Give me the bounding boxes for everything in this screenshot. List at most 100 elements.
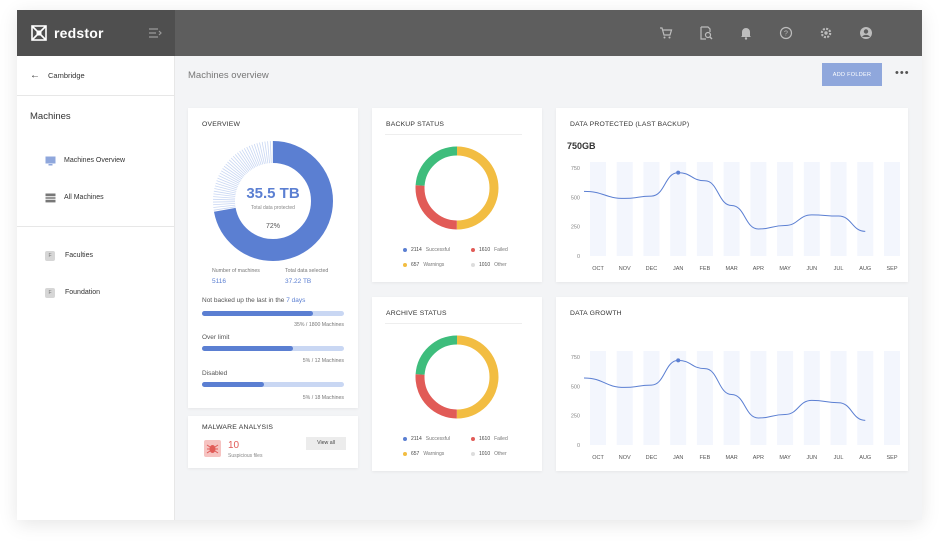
- x-tick-label: APR: [753, 266, 764, 272]
- chart-column-band: [616, 351, 633, 445]
- sidebar-item-label: Machines Overview: [64, 157, 126, 164]
- overview-remainder-tick: [241, 149, 254, 169]
- sidebar: ← Cambridge Machines Machines Overview A…: [17, 56, 175, 520]
- chart-column-band: [803, 351, 820, 445]
- overview-remainder-tick: [213, 198, 236, 201]
- not-backed-days[interactable]: 7 days: [286, 297, 306, 304]
- breadcrumb[interactable]: ← Cambridge: [17, 56, 174, 96]
- top-icons: ?: [656, 23, 876, 43]
- chart-series-line: [583, 172, 866, 232]
- overview-donut-arc: [213, 141, 333, 261]
- backup-donut: [415, 146, 499, 230]
- overview-title: OVERVIEW: [202, 121, 241, 128]
- x-tick-label: SEP: [886, 455, 897, 461]
- chart-column-band: [670, 351, 687, 445]
- donut-slice: [415, 146, 499, 230]
- cart-icon[interactable]: [656, 23, 676, 43]
- sidebar-item-foundation[interactable]: F Foundation: [17, 274, 174, 311]
- x-tick-label: MAR: [726, 455, 738, 461]
- overview-remainder-tick: [264, 141, 269, 164]
- bell-icon[interactable]: [736, 23, 756, 43]
- x-tick-label: AUG: [859, 266, 871, 272]
- search-document-icon[interactable]: [696, 23, 716, 43]
- y-tick-label: 0: [577, 254, 580, 260]
- x-tick-label: JAN: [673, 266, 683, 272]
- x-tick-label: AUG: [859, 455, 871, 461]
- sidebar-item-label: Foundation: [65, 289, 101, 296]
- sidebar-item-label: All Machines: [64, 194, 104, 201]
- overview-card: OVERVIEW 35.5 TB Total data protected 72…: [188, 108, 358, 408]
- disabled-caption: 5% / 18 Machines: [302, 395, 344, 401]
- chart-column-band: [857, 351, 874, 445]
- svg-text:?: ?: [784, 31, 788, 38]
- legend-warnings: 657 Warnings: [403, 262, 444, 268]
- disabled-label: Disabled: [202, 370, 228, 377]
- x-tick-label: SEP: [886, 266, 897, 272]
- legend-successful: 2114 Successful: [403, 436, 450, 442]
- overview-remainder-tick: [215, 182, 237, 191]
- donut-slice: [415, 146, 499, 230]
- x-tick-label: NOV: [619, 455, 631, 461]
- machines-count-value: 5116: [212, 278, 226, 285]
- gear-icon[interactable]: [816, 23, 836, 43]
- app-window: redstor ?: [17, 10, 922, 520]
- overview-donut: 35.5 TB Total data protected 72%: [213, 141, 333, 261]
- not-backed-bar: [202, 311, 344, 316]
- overview-remainder-tick: [267, 141, 270, 164]
- overview-remainder-tick: [213, 196, 236, 199]
- overview-remainder-tick: [256, 143, 264, 165]
- overview-remainder-tick: [234, 154, 250, 172]
- overview-remainder-tick: [213, 190, 236, 196]
- overview-remainder-tick: [213, 193, 236, 197]
- malware-count: 10: [228, 440, 240, 451]
- add-folder-button[interactable]: ADD FOLDER: [822, 63, 882, 86]
- chart-column-band: [590, 351, 606, 445]
- overview-total-caption: Total data protected: [251, 205, 295, 211]
- arrow-left-icon[interactable]: ←: [30, 70, 40, 81]
- overview-remainder-tick: [259, 142, 265, 165]
- y-tick-label: 500: [571, 195, 580, 201]
- data-protected-title: DATA PROTECTED (LAST BACKUP): [570, 121, 690, 128]
- chart-series-line: [583, 359, 866, 421]
- data-growth-chart: 0 250 500 750 OCT NOV DEC JAN FEB MAR APR MAY JUN JUL…: [571, 351, 900, 461]
- chart-column-band: [643, 162, 660, 256]
- overview-remainder-tick: [214, 188, 236, 194]
- more-options-icon[interactable]: •••: [895, 67, 910, 79]
- overview-remainder-tick: [261, 141, 267, 164]
- user-icon[interactable]: [856, 23, 876, 43]
- y-tick-label: 500: [571, 384, 580, 390]
- brand: redstor: [17, 10, 175, 56]
- chart-column-band: [777, 351, 794, 445]
- view-all-button[interactable]: View all: [306, 437, 346, 450]
- breadcrumb-label: Cambridge: [48, 71, 85, 80]
- not-backed-label: Not backed up the last in the 7 days: [202, 297, 306, 304]
- over-limit-caption: 5% / 12 Machines: [302, 358, 344, 364]
- brand-name: redstor: [54, 25, 104, 41]
- overview-remainder-tick: [217, 177, 239, 187]
- x-tick-label: DEC: [646, 455, 658, 461]
- sidebar-item-machines-overview[interactable]: Machines Overview: [17, 142, 174, 179]
- overview-remainder-tick: [216, 180, 238, 189]
- data-growth-title: DATA GROWTH: [570, 310, 622, 317]
- chart-column-band: [696, 351, 713, 445]
- overview-remainder-tick: [213, 206, 236, 211]
- data-growth-card: DATA GROWTH 0 250 500 750 OCT NOV DEC JAN FEB MAR…: [556, 297, 908, 471]
- legend-dot: [471, 437, 475, 441]
- chart-column-band: [723, 162, 740, 256]
- archive-status-title: ARCHIVE STATUS: [386, 310, 447, 317]
- sidebar-item-all-machines[interactable]: All Machines: [17, 179, 174, 216]
- chart-column-band: [670, 162, 687, 256]
- machines-count-label: Number of machines: [212, 268, 260, 274]
- overview-remainder-tick: [230, 157, 247, 175]
- sidebar-item-label: Faculties: [65, 252, 94, 259]
- overview-remainder-tick: [219, 172, 240, 184]
- sidebar-item-faculties[interactable]: F Faculties: [17, 237, 174, 274]
- x-tick-label: JUL: [834, 266, 844, 272]
- legend-other: 1010 Other: [471, 451, 507, 457]
- help-icon[interactable]: ?: [776, 23, 796, 43]
- y-tick-label: 0: [577, 443, 580, 449]
- page-title: Machines overview: [188, 70, 269, 81]
- overview-remainder-tick: [227, 161, 245, 177]
- menu-collapse-icon[interactable]: [148, 26, 162, 40]
- legend-dot: [403, 452, 407, 456]
